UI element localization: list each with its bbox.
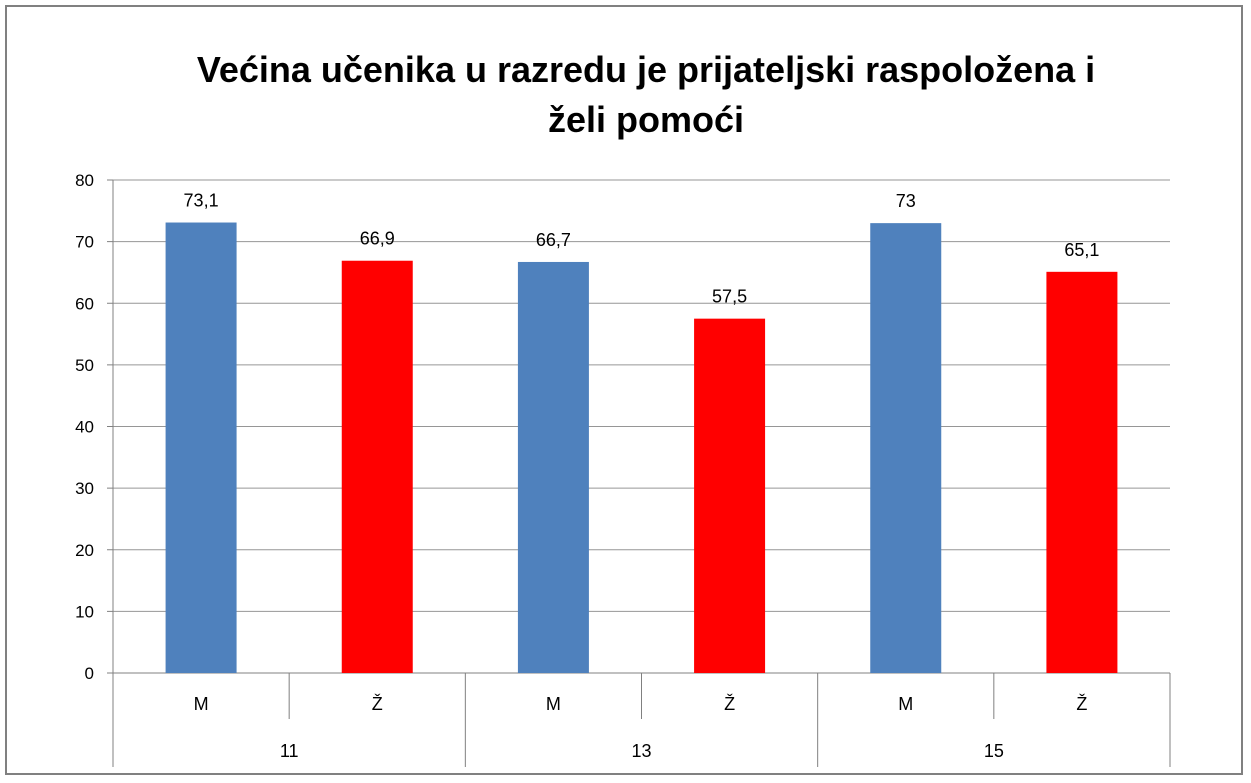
y-tick-label: 0 [85,664,94,683]
group-label: 13 [631,741,651,761]
bar [1046,271,1118,673]
x-tick-label: M [194,694,209,714]
data-label: 57,5 [712,287,747,307]
data-label: 73 [896,191,916,211]
y-tick-label: 70 [75,233,94,252]
y-tick-label: 50 [75,356,94,375]
data-label: 66,7 [536,230,571,250]
bar [165,222,237,674]
x-tick-label: Ž [1076,694,1087,714]
data-label: 73,1 [184,191,219,211]
chart-title-line-1: Većina učenika u razredu je prijateljski… [196,49,1096,90]
data-label: 65,1 [1064,240,1099,260]
bar [517,261,589,673]
y-tick-label: 40 [75,418,94,437]
y-tick-label: 80 [75,171,94,190]
x-tick-label: M [898,694,913,714]
group-label: 15 [984,741,1004,761]
x-tick-label: M [546,694,561,714]
data-label: 66,9 [360,229,395,249]
bar [341,260,413,673]
y-tick-label: 60 [75,294,94,313]
chart-title-line-2: želi pomoći [547,99,745,140]
x-tick-label: Ž [724,694,735,714]
bar [694,318,766,673]
chart-title: Većina učenika u razredu je prijateljski… [7,45,1251,145]
bar [870,223,942,673]
y-tick-label: 10 [75,602,94,621]
group-label: 11 [280,741,299,761]
x-tick-label: Ž [372,694,383,714]
y-tick-label: 20 [75,541,94,560]
y-tick-label: 30 [75,479,94,498]
